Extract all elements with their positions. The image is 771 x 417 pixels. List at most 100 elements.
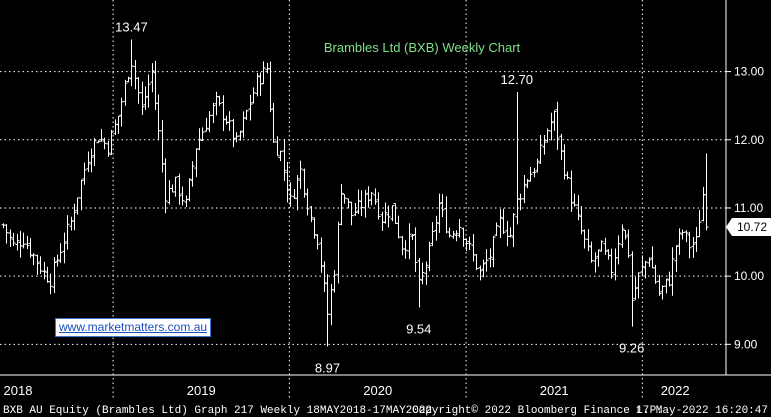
ohlc-bar [528, 167, 533, 182]
ohlc-bar [390, 205, 395, 222]
ohlc-bar [518, 193, 523, 211]
y-tick-label: 13.00 [734, 65, 764, 79]
ohlc-bar [58, 243, 63, 263]
ohlc-bar [184, 195, 189, 208]
ohlc-bar [4, 224, 9, 244]
ohlc-bar [35, 254, 40, 275]
ohlc-bar [471, 234, 476, 262]
ohlc-bar [285, 162, 290, 203]
ohlc-bar [657, 274, 662, 296]
ohlc-bar [650, 246, 655, 269]
ohlc-bar [484, 249, 489, 272]
ohlc-bar [282, 139, 287, 182]
watermark-link[interactable]: www.marketmatters.com.au [55, 318, 212, 337]
ohlc-bar [248, 94, 253, 121]
footer-security: BXB AU Equity (Brambles Ltd) Graph 217 W… [3, 405, 432, 417]
ohlc-bar [579, 206, 584, 235]
ohlc-bar [332, 270, 337, 293]
ohlc-bar [511, 213, 516, 248]
price-annotations: 13.47 8.97 9.54 12.70 9.26 [115, 20, 644, 376]
last-price-label: 10.72 [737, 220, 767, 234]
ohlc-bar [393, 203, 398, 225]
ohlc-bar [48, 273, 53, 295]
x-axis-label: 2021 [540, 383, 569, 398]
ohlc-bar [72, 203, 77, 231]
ohlc-bar [312, 217, 317, 239]
ohlc-bar [52, 257, 57, 294]
ohlc-bar [674, 245, 679, 273]
ohlc-bar [241, 111, 246, 138]
ohlc-bar [156, 94, 161, 141]
ohlc-bar [420, 262, 425, 285]
ohlc-bar [363, 189, 368, 218]
ohlc-bar [386, 205, 391, 228]
ohlc-bar [109, 129, 114, 156]
ohlc-bar [211, 102, 216, 124]
x-axis-label: 2018 [4, 383, 33, 398]
ohlc-bar [238, 130, 243, 141]
ohlc-bar [653, 264, 658, 284]
ohlc-bar [325, 274, 330, 347]
ohlc-bar [113, 119, 118, 136]
ohlc-bar [89, 148, 94, 173]
ohlc-bar [261, 61, 266, 85]
ohlc-bar [478, 265, 483, 281]
ohlc-bar [400, 236, 405, 256]
ohlc-bar [373, 188, 378, 205]
ohlc-bar [62, 232, 67, 264]
ohlc-bar [288, 182, 293, 208]
ohlc-bar [572, 193, 577, 207]
ohlc-bar [322, 261, 327, 292]
ohlc-bar [407, 223, 412, 260]
price-annotation: 9.26 [619, 341, 644, 356]
ohlc-bar [396, 215, 401, 239]
ohlc-bar [275, 136, 280, 157]
ohlc-bar [494, 222, 499, 236]
ohlc-bar [221, 95, 226, 131]
ohlc-bar [576, 195, 581, 221]
ohlc-bar [1, 223, 6, 229]
ohlc-bar [535, 158, 540, 173]
ohlc-bar [187, 178, 192, 202]
ohlc-bar [562, 144, 567, 180]
ohlc-bar [620, 224, 625, 248]
ohlc-bar [42, 261, 47, 280]
ohlc-bar [603, 237, 608, 255]
last-price-tag: 10.72 [726, 218, 771, 237]
ohlc-bar [359, 190, 364, 217]
ohlc-bar [146, 74, 151, 108]
ohlc-bar [177, 173, 182, 205]
ohlc-bar [180, 186, 185, 206]
ohlc-bar [582, 229, 587, 249]
ohlc-bar [336, 221, 341, 284]
ohlc-bar [309, 206, 314, 223]
ohlc-bar [542, 135, 547, 155]
ohlc-bar [217, 95, 222, 106]
ohlc-bar [488, 248, 493, 268]
ohlc-bar [69, 216, 74, 231]
ohlc-bar [464, 238, 469, 251]
ohlc-bar [18, 230, 23, 258]
gridlines [0, 0, 726, 398]
ohlc-bar [160, 120, 165, 173]
ohlc-bar [207, 111, 212, 133]
ohlc-bar [680, 229, 685, 240]
ohlc-bar [454, 230, 459, 242]
ohlc-bar [92, 137, 97, 166]
ohlc-bar [589, 241, 594, 263]
ohlc-bar [532, 167, 537, 178]
ohlc-bar [234, 132, 239, 143]
ohlc-bar [684, 230, 689, 243]
ohlc-bar [643, 260, 648, 279]
ohlc-bar [173, 176, 178, 197]
x-axis-label: 2019 [187, 383, 216, 398]
ohlc-bar [167, 180, 172, 205]
ohlc-bar [8, 229, 13, 247]
ohlc-bar [170, 184, 175, 193]
ohlc-bar [194, 148, 199, 178]
ohlc-bar [339, 184, 344, 226]
ohlc-bar [200, 127, 205, 141]
ohlc-bars [1, 39, 709, 347]
